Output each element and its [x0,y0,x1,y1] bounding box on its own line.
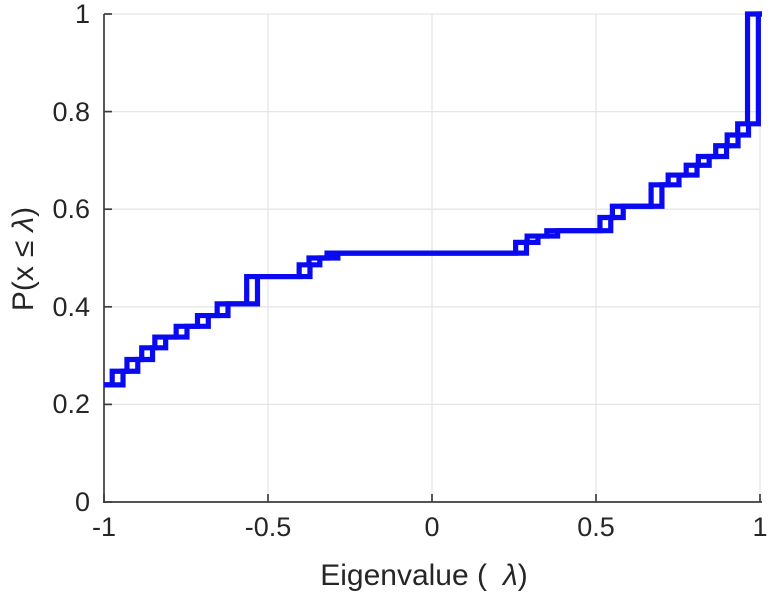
y-tick-label-0.8: 0.8 [52,96,90,127]
eigenvalue-ecdf-shifted-curve [104,11,762,388]
y-tick-label-0: 0 [74,487,90,517]
x-axis-label: Eigenvalue ( λ) [272,558,576,594]
y-axis-label: P(x≤λ) [6,155,42,363]
y-tick-label-0.4: 0.4 [52,291,90,322]
x-axis-lambda-symbol: λ [503,559,518,592]
x-tick-label--0.5: -0.5 [244,512,292,542]
x-tick-label-1: 1 [752,512,768,542]
x-tick-label-0: 0 [424,512,440,542]
leq-symbol: ≤ [7,240,40,258]
y-tick-label-0.6: 0.6 [52,194,90,225]
x-axis-label-suffix: ) [517,559,528,592]
x-tick-label-0.5: 0.5 [577,512,615,542]
x-axis-label-prefix: Eigenvalue ( [320,559,487,592]
y-tick-label-0.2: 0.2 [52,389,90,420]
y-tick-label-1: 1 [74,0,90,29]
x-tick-label--1: -1 [91,512,116,542]
